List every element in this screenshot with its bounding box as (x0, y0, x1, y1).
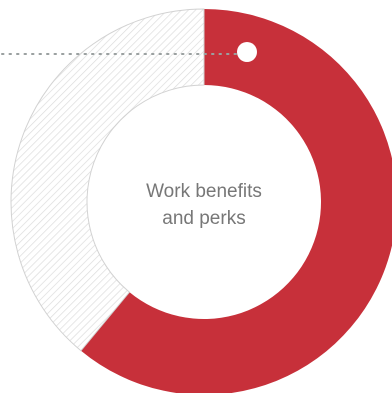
donut-slice-1 (80, 9, 392, 393)
center-label-line-2: and perks (162, 208, 245, 229)
leader-marker-dot (237, 42, 257, 62)
leader-line-group (1, 42, 257, 62)
donut-slice-2 (10, 8, 205, 352)
donut-slices (10, 8, 392, 393)
center-label-line-1: Work benefits (146, 181, 262, 202)
